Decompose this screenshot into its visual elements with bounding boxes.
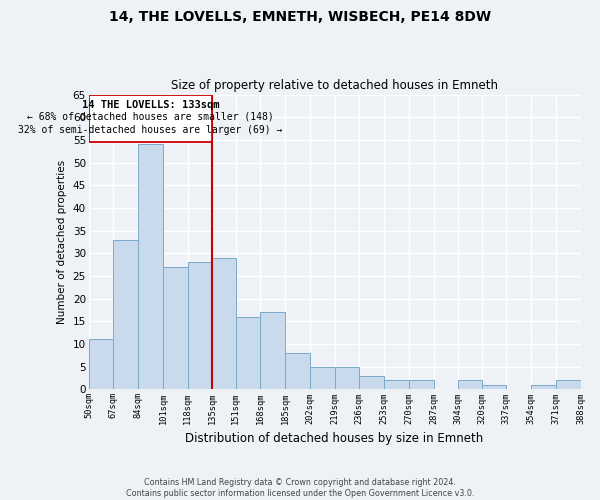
X-axis label: Distribution of detached houses by size in Emneth: Distribution of detached houses by size … — [185, 432, 484, 445]
Bar — [113, 240, 138, 390]
Bar — [556, 380, 581, 390]
Text: Contains HM Land Registry data © Crown copyright and database right 2024.
Contai: Contains HM Land Registry data © Crown c… — [126, 478, 474, 498]
Title: Size of property relative to detached houses in Emneth: Size of property relative to detached ho… — [171, 79, 498, 92]
Text: 14 THE LOVELLS: 133sqm: 14 THE LOVELLS: 133sqm — [82, 100, 220, 110]
Bar — [310, 366, 335, 390]
Bar — [482, 385, 506, 390]
Bar — [531, 385, 556, 390]
Bar — [138, 144, 163, 390]
Bar — [409, 380, 434, 390]
Bar — [458, 380, 482, 390]
Bar — [359, 376, 384, 390]
Bar — [285, 353, 310, 390]
Y-axis label: Number of detached properties: Number of detached properties — [57, 160, 67, 324]
Bar — [236, 317, 260, 390]
Bar — [188, 262, 212, 390]
Text: 32% of semi-detached houses are larger (69) →: 32% of semi-detached houses are larger (… — [19, 126, 283, 136]
Bar — [89, 340, 113, 390]
Bar — [212, 258, 236, 390]
Bar — [163, 267, 188, 390]
Bar — [335, 366, 359, 390]
Text: 14, THE LOVELLS, EMNETH, WISBECH, PE14 8DW: 14, THE LOVELLS, EMNETH, WISBECH, PE14 8… — [109, 10, 491, 24]
Bar — [260, 312, 285, 390]
Text: ← 68% of detached houses are smaller (148): ← 68% of detached houses are smaller (14… — [27, 112, 274, 122]
Bar — [384, 380, 409, 390]
Bar — [89, 94, 212, 142]
